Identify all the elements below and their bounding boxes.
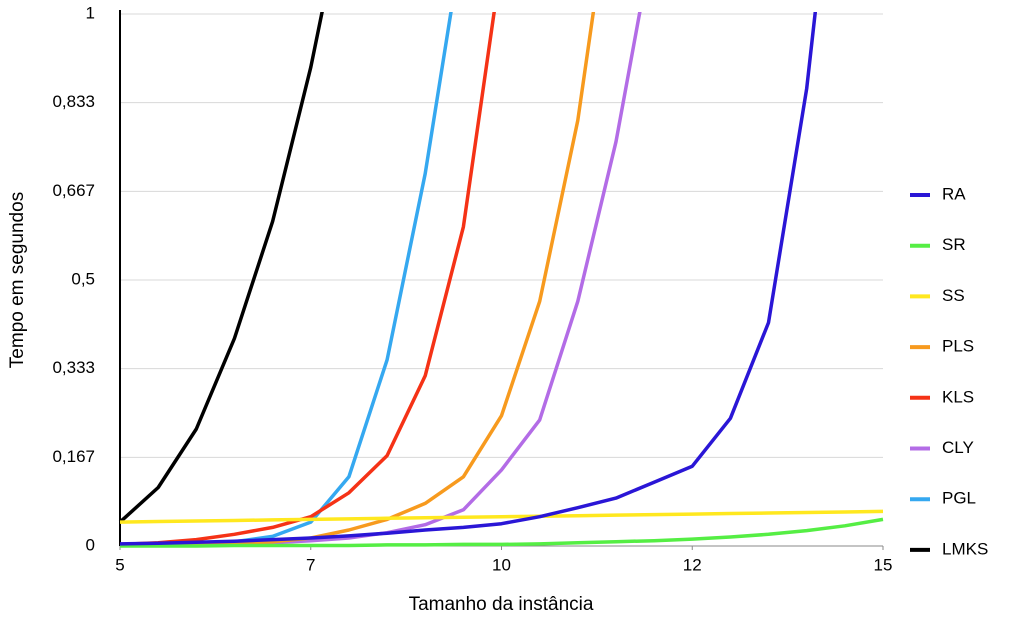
legend-label: KLS <box>942 387 974 406</box>
line-series <box>119 12 818 546</box>
x-axis-label: Tamanho da instância <box>409 594 594 615</box>
legend-label: PLS <box>942 337 974 356</box>
x-tick-label: 15 <box>874 555 893 574</box>
line-series <box>119 509 884 524</box>
x-tick-label: 10 <box>492 555 511 574</box>
x-tick-label: 7 <box>306 555 315 574</box>
line-series <box>120 12 642 548</box>
y-axis-label: Tempo em segundos <box>7 192 28 368</box>
line-series <box>119 12 453 548</box>
y-tick-label: 0,667 <box>52 181 95 200</box>
y-tick-label: 0,167 <box>52 447 95 466</box>
legend-label: LMKS <box>942 539 988 558</box>
y-tick-label: 0,833 <box>52 92 95 111</box>
line-series <box>120 517 884 548</box>
line-series <box>119 12 496 547</box>
y-tick-label: 1 <box>86 3 95 22</box>
x-tick-label: 5 <box>115 555 124 574</box>
y-tick-label: 0,5 <box>71 269 95 288</box>
line-series <box>118 12 324 524</box>
legend-label: SR <box>942 235 966 254</box>
legend-label: PGL <box>942 489 976 508</box>
plot-area <box>118 12 884 548</box>
y-tick-label: 0 <box>86 535 95 554</box>
x-tick-label: 12 <box>683 555 702 574</box>
legend-label: RA <box>942 184 966 203</box>
line-series <box>119 12 596 548</box>
y-tick-label: 0,333 <box>52 358 95 377</box>
legend-label: CLY <box>942 438 974 457</box>
legend-label: SS <box>942 286 965 305</box>
